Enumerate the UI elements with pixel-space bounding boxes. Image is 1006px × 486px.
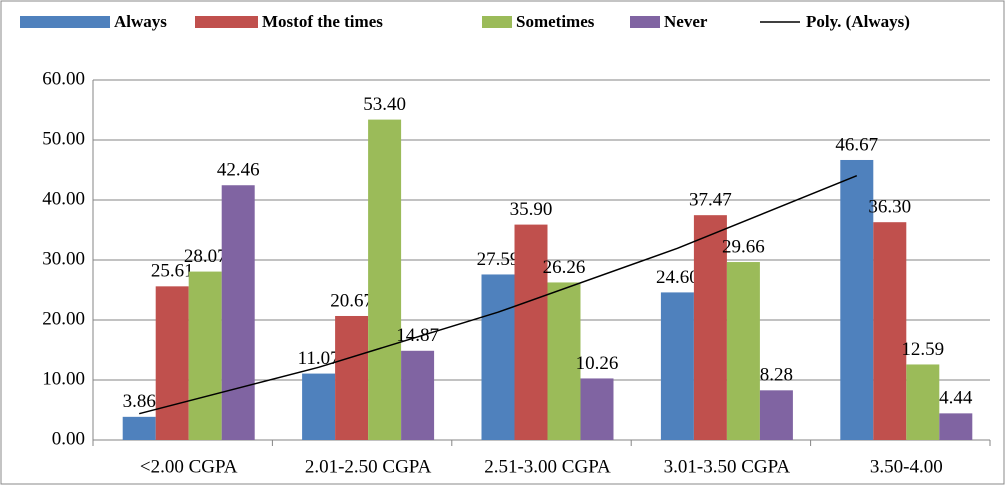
data-label: 24.60 xyxy=(656,267,699,288)
y-tick-label: 0.00 xyxy=(52,428,85,449)
legend-swatch xyxy=(630,16,660,28)
legend-swatch xyxy=(195,16,258,28)
bar xyxy=(302,373,336,440)
legend-swatch xyxy=(482,16,512,28)
x-tick-label: 2.01-2.50 CGPA xyxy=(305,456,432,477)
bar xyxy=(401,350,435,440)
data-label: 46.67 xyxy=(835,134,878,155)
y-tick-label: 60.00 xyxy=(42,68,85,89)
bar xyxy=(368,119,402,440)
bar xyxy=(221,185,255,440)
trendline xyxy=(139,175,858,415)
y-tick-label: 10.00 xyxy=(42,368,85,389)
y-tick-label: 40.00 xyxy=(42,188,85,209)
bar xyxy=(514,224,548,440)
data-label: 37.47 xyxy=(689,190,732,211)
bar xyxy=(547,282,581,440)
bar xyxy=(660,292,694,440)
data-label: 28.07 xyxy=(184,246,227,267)
bar xyxy=(726,262,760,440)
legend-label: Always xyxy=(114,12,167,31)
bar xyxy=(188,271,222,440)
data-label: 10.26 xyxy=(576,353,619,374)
bar xyxy=(873,222,907,440)
y-tick-label: 50.00 xyxy=(42,128,85,149)
data-label: 4.44 xyxy=(939,388,973,409)
data-label: 14.87 xyxy=(396,325,439,346)
bar xyxy=(840,159,874,441)
data-label: 36.30 xyxy=(868,197,911,218)
bar xyxy=(122,416,156,440)
data-label: 42.46 xyxy=(217,160,260,181)
data-label: 8.28 xyxy=(760,365,793,386)
data-label: 12.59 xyxy=(901,339,944,360)
data-label: 27.59 xyxy=(477,249,520,270)
y-tick-label: 20.00 xyxy=(42,308,85,329)
legend-label: Poly. (Always) xyxy=(806,12,910,31)
x-tick-label: 3.50-4.00 xyxy=(870,456,943,477)
bar xyxy=(481,274,515,440)
bar xyxy=(759,390,793,440)
x-tick-label: 3.01-3.50 CGPA xyxy=(664,456,791,477)
x-tick-label: <2.00 CGPA xyxy=(140,456,238,477)
bar xyxy=(155,286,189,440)
bar xyxy=(906,364,940,440)
data-label: 11.07 xyxy=(298,348,340,369)
legend-label: Mostof the times xyxy=(262,12,383,31)
data-label: 3.86 xyxy=(123,391,156,412)
data-label: 35.90 xyxy=(510,199,553,220)
bar xyxy=(580,378,614,440)
legend-label: Sometimes xyxy=(516,12,595,31)
data-label: 26.26 xyxy=(543,257,586,278)
legend-label: Never xyxy=(664,12,708,31)
bar xyxy=(335,315,369,440)
bar xyxy=(939,413,973,440)
legend-swatch xyxy=(20,16,110,28)
data-label: 53.40 xyxy=(363,94,406,115)
x-tick-label: 2.51-3.00 CGPA xyxy=(484,456,611,477)
y-tick-label: 30.00 xyxy=(42,248,85,269)
bar xyxy=(693,215,727,440)
data-label: 20.67 xyxy=(330,290,373,311)
data-label: 29.66 xyxy=(722,236,765,257)
data-label: 25.61 xyxy=(151,261,194,282)
